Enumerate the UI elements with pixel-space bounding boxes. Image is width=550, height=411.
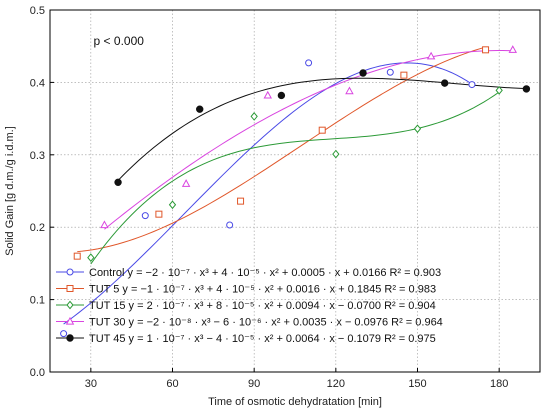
data-point-tut-45 bbox=[277, 91, 286, 100]
data-point-tut-45 bbox=[114, 178, 122, 187]
trend-line-tut-30 bbox=[104, 50, 513, 230]
significance-annotation: p < 0.000 bbox=[94, 34, 145, 48]
trend-lines bbox=[63, 46, 527, 325]
x-axis-title: Time of osmotic dehydratation [min] bbox=[208, 396, 382, 408]
y-tick-label: 0.2 bbox=[30, 222, 45, 234]
legend-label-control: Control y = −2 · 10⁻⁷ · x³ + 4 · 10⁻⁵ · … bbox=[89, 267, 441, 279]
data-point-control bbox=[60, 330, 68, 338]
data-point-tut-15 bbox=[87, 253, 95, 262]
data-point-tut-15 bbox=[250, 112, 258, 121]
data-point-tut-15 bbox=[332, 149, 340, 159]
legend-marker-tut-45 bbox=[66, 334, 74, 342]
legend-label-tut-15: TUT 15 y = 2 · 10⁻⁷ · x³ + 8 · 10⁻⁵ · x²… bbox=[89, 300, 436, 312]
data-point-tut-5 bbox=[73, 252, 81, 260]
legend-marker-tut-30 bbox=[65, 316, 75, 325]
trend-line-tut-5 bbox=[77, 46, 486, 253]
data-point-control bbox=[226, 221, 234, 229]
data-point-tut-5 bbox=[237, 197, 245, 205]
data-point-tut-5 bbox=[155, 210, 163, 218]
legend-label-tut-5: TUT 5 y = −1 · 10⁻⁷ · x³ + 4 · 10⁻⁵ · x²… bbox=[89, 284, 436, 296]
data-point-control bbox=[386, 68, 394, 76]
x-tick-label: 90 bbox=[248, 378, 260, 390]
data-point-tut-45 bbox=[196, 105, 204, 113]
axis-ticks: 0.0 0.1 0.2 0.3 0.4 0.5 30 60 90 120 150 180 bbox=[30, 5, 509, 390]
data-point-tut-45 bbox=[359, 69, 367, 77]
data-point-tut-30 bbox=[263, 90, 273, 99]
trend-line-tut-45 bbox=[117, 77, 527, 181]
x-tick-label: 150 bbox=[408, 378, 426, 390]
y-tick-label: 0.0 bbox=[30, 367, 45, 379]
data-points bbox=[60, 45, 531, 338]
legend-marker-tut-15 bbox=[66, 300, 74, 310]
y-axis-title: Solid Gain [g d.m./g i.d.m.] bbox=[4, 126, 16, 256]
trend-line-tut-15 bbox=[90, 91, 500, 265]
y-tick-label: 0.4 bbox=[30, 77, 45, 89]
legend-label-tut-30: TUT 30 y = −2 · 10⁻⁸ · x³ − 6 · 10⁻⁶ · x… bbox=[89, 317, 443, 329]
data-point-tut-30 bbox=[508, 45, 518, 53]
legend: Control y = −2 · 10⁻⁷ · x³ + 4 · 10⁻⁵ · … bbox=[56, 267, 443, 345]
y-tick-label: 0.1 bbox=[30, 295, 45, 307]
plot-area-frame bbox=[49, 9, 541, 373]
y-tick-label: 0.5 bbox=[30, 5, 45, 17]
data-point-tut-5 bbox=[400, 71, 408, 79]
data-point-control bbox=[305, 59, 313, 67]
x-tick-label: 60 bbox=[166, 378, 178, 390]
data-point-control bbox=[468, 81, 476, 89]
legend-marker-tut-5 bbox=[66, 285, 74, 292]
data-point-tut-30 bbox=[181, 179, 191, 187]
data-point-tut-15 bbox=[495, 85, 503, 95]
data-point-tut-45 bbox=[441, 79, 449, 87]
legend-marker-control bbox=[66, 268, 74, 276]
data-point-tut-30 bbox=[100, 220, 109, 229]
legend-label-tut-45: TUT 45 y = 1 · 10⁻⁷ · x³ − 4 · 10⁻⁵ · x²… bbox=[89, 333, 436, 345]
data-point-tut-15 bbox=[413, 124, 422, 134]
data-point-tut-30 bbox=[426, 51, 436, 60]
x-tick-label: 120 bbox=[327, 378, 345, 390]
x-tick-label: 30 bbox=[85, 378, 97, 390]
grid-lines bbox=[50, 9, 540, 373]
y-tick-label: 0.3 bbox=[30, 150, 45, 162]
data-point-tut-45 bbox=[522, 85, 531, 93]
data-point-tut-5 bbox=[318, 126, 326, 134]
data-point-tut-15 bbox=[168, 200, 177, 210]
data-point-tut-30 bbox=[345, 86, 354, 95]
x-tick-label: 180 bbox=[490, 378, 508, 390]
data-point-tut-5 bbox=[482, 46, 490, 54]
data-point-control bbox=[141, 212, 149, 220]
